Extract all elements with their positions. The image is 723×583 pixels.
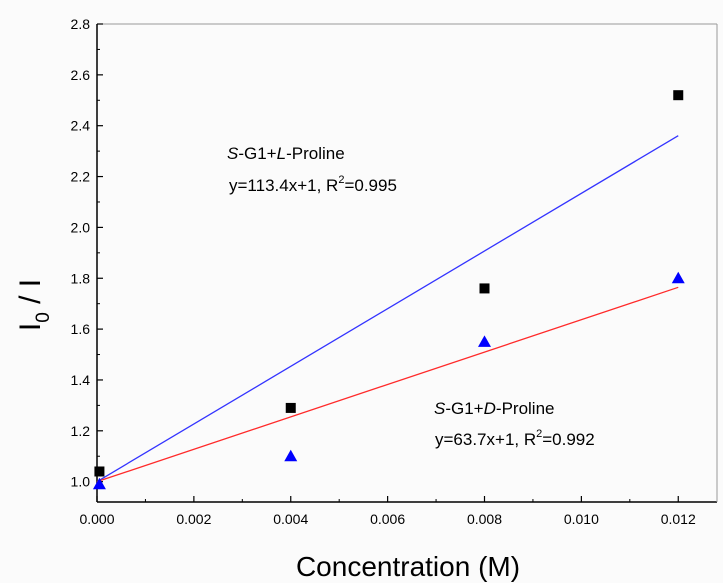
y-tick-label: 1.6	[71, 321, 91, 337]
x-tick-label: 0.008	[467, 511, 502, 527]
annotation-l-proline-equation: y=113.4x+1, R2=0.995	[229, 174, 397, 195]
y-tick-label: 1.2	[71, 423, 91, 439]
y-tick-label: 2.8	[71, 16, 91, 32]
square-point	[285, 402, 296, 413]
y-tick-label: 2.6	[71, 67, 91, 83]
square-point	[673, 90, 684, 101]
annotation-d-proline-label: S-G1+D-Proline	[434, 399, 555, 418]
x-tick-label: 0.006	[370, 511, 405, 527]
y-tick-label: 1.8	[71, 270, 91, 286]
axes: 1.0 1.2 1.4 1.6 1.8 2.0 2.2 2.4 2.6 2.8 0.000 0.002…	[71, 16, 718, 527]
y-tick-label: 1.0	[71, 474, 91, 490]
fit-lines	[96, 135, 679, 483]
y-axis-title: I0 / I	[14, 279, 54, 331]
data-points	[92, 90, 685, 490]
x-tick-label: 0.000	[79, 511, 114, 527]
fit-line-1	[96, 286, 679, 483]
y-tick-label: 2.0	[71, 219, 91, 235]
triangle-point	[284, 449, 298, 462]
annotation-d-proline-equation: y=63.7x+1, R2=0.992	[435, 428, 595, 449]
square-point	[479, 283, 490, 294]
x-tick-label: 0.010	[564, 511, 599, 527]
triangle-point	[478, 335, 491, 347]
x-axis-title: Concentration (M)	[296, 551, 520, 582]
square-point	[94, 466, 105, 477]
x-tick-label: 0.004	[273, 511, 308, 527]
triangle-point	[671, 271, 685, 284]
annotation-l-proline-label: S-G1+L-Proline	[227, 144, 345, 163]
x-tick-label: 0.002	[176, 511, 211, 527]
y-tick-label: 2.2	[71, 169, 91, 185]
y-tick-label: 1.4	[71, 372, 91, 388]
y-tick-label: 2.4	[71, 118, 91, 134]
x-tick-label: 0.012	[661, 511, 696, 527]
fit-line-0	[96, 135, 679, 483]
triangle-point	[92, 477, 106, 490]
